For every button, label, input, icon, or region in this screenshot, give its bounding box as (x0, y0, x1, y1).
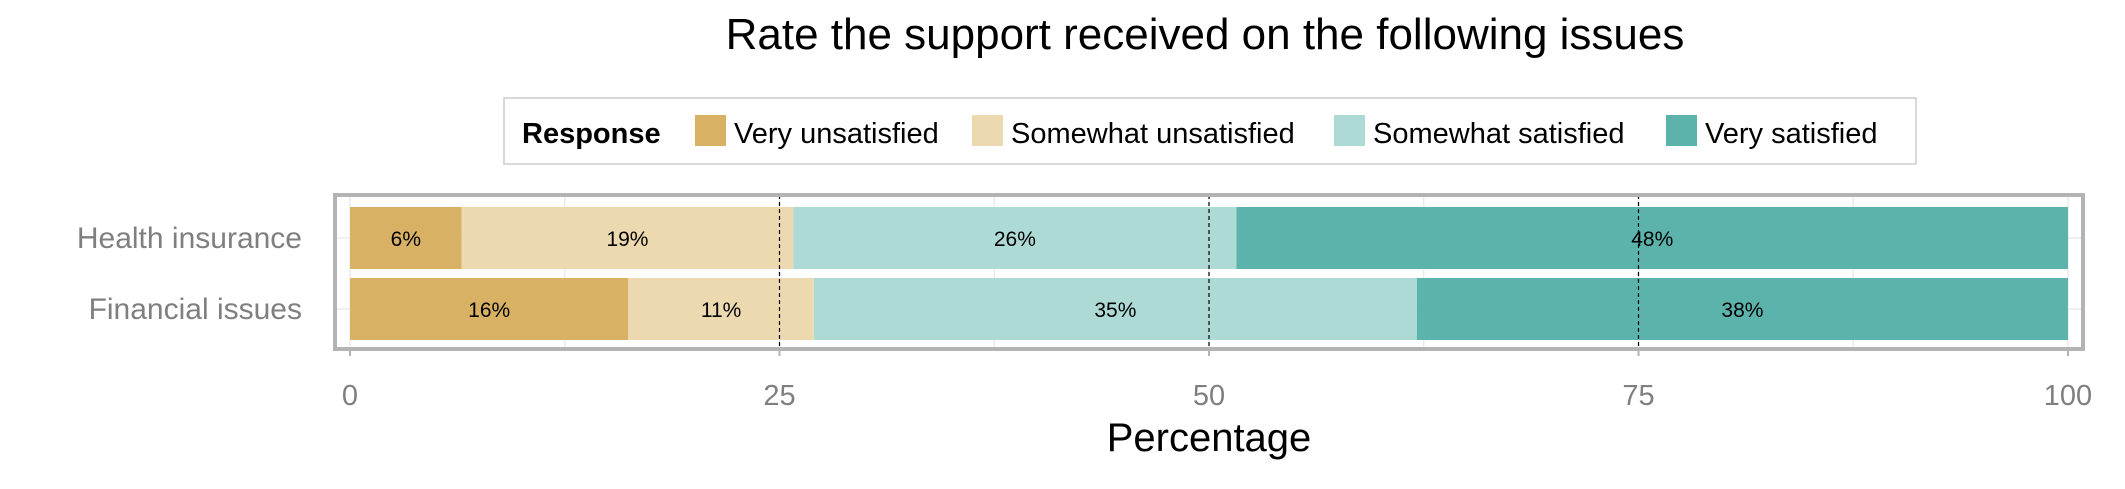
y-axis: Health insurance Financial issues (77, 222, 302, 326)
data-label-health-insurance-somewhat-satisfied: 26% (994, 228, 1036, 251)
bar-segment-health-insurance-very-unsatisfied (350, 207, 462, 269)
legend-label-somewhat-unsatisfied: Somewhat unsatisfied (1011, 118, 1295, 150)
legend-key-somewhat-satisfied (1334, 115, 1365, 146)
x-tick-label-25: 25 (763, 380, 795, 412)
legend-label-very-satisfied: Very satisfied (1705, 118, 1877, 150)
legend-items: Very unsatisfied Somewhat unsatisfied Some… (695, 115, 1877, 150)
legend-label-very-unsatisfied: Very unsatisfied (734, 118, 939, 150)
bar-segment-financial-issues-very-satisfied (1416, 278, 2068, 340)
x-axis-title: Percentage (1107, 416, 1312, 460)
data-label-financial-issues-very-satisfied: 38% (1721, 299, 1763, 322)
bar-segment-health-insurance-somewhat-satisfied (793, 207, 1237, 269)
legend-key-very-unsatisfied (695, 115, 726, 146)
x-tick-label-50: 50 (1193, 380, 1225, 412)
data-label-health-insurance-very-satisfied: 48% (1631, 228, 1673, 251)
bar-segment-health-insurance-very-satisfied (1236, 207, 2068, 269)
plot-panel: 6% 19% 26% 48% 16% 11% 35% 38% (333, 193, 2085, 351)
data-label-financial-issues-very-unsatisfied: 16% (468, 299, 510, 322)
bar-segment-financial-issues-very-unsatisfied (350, 278, 629, 340)
x-axis: 0 25 50 75 100 (342, 349, 2092, 412)
y-tick-label-financial-issues: Financial issues (89, 293, 302, 326)
bars: 6% 19% 26% 48% 16% 11% 35% 38% (350, 207, 2068, 340)
data-label-health-insurance-very-unsatisfied: 6% (391, 228, 421, 251)
legend-label-somewhat-satisfied: Somewhat satisfied (1373, 118, 1624, 150)
bar-segment-financial-issues-somewhat-satisfied (813, 278, 1417, 340)
data-label-health-insurance-somewhat-unsatisfied: 19% (606, 228, 648, 251)
x-tick-label-75: 75 (1622, 380, 1654, 412)
legend: Response Very unsatisfied Somewhat unsati… (503, 97, 1917, 165)
legend-key-very-satisfied (1666, 115, 1697, 146)
data-label-financial-issues-somewhat-satisfied: 35% (1094, 299, 1136, 322)
legend-key-somewhat-unsatisfied (972, 115, 1003, 146)
data-label-financial-issues-somewhat-unsatisfied: 11% (701, 299, 741, 322)
bar-segment-health-insurance-somewhat-unsatisfied (461, 207, 794, 269)
bar-segment-financial-issues-somewhat-unsatisfied (628, 278, 814, 340)
x-tick-label-100: 100 (2044, 380, 2092, 412)
legend-title: Response (522, 118, 661, 150)
y-tick-label-health-insurance: Health insurance (77, 222, 302, 255)
x-tick-label-0: 0 (342, 380, 358, 412)
chart-title: Rate the support received on the followi… (726, 10, 1685, 59)
